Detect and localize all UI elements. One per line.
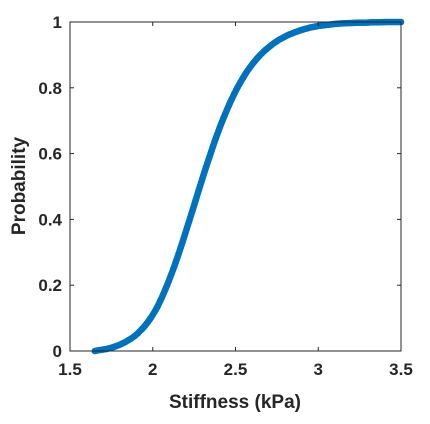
y-tick-labels: 0 0.2 0.4 0.6 0.8 1	[38, 13, 62, 361]
x-axis-label: Stiffness (kPa)	[169, 392, 301, 413]
y-axis-label: Probability	[9, 136, 30, 235]
x-tick-label: 1.5	[58, 360, 82, 379]
y-tick-label: 0.4	[38, 210, 62, 229]
x-tick-label: 2.5	[224, 360, 248, 379]
plot-frame	[69, 21, 402, 352]
y-tick-label: 0.8	[38, 79, 62, 98]
y-tick-label: 0.2	[38, 276, 62, 295]
y-tick-label: 1	[53, 13, 62, 32]
x-tick-labels: 1.5 2 2.5 3 3.5	[58, 360, 413, 379]
x-tick-label: 3	[314, 360, 323, 379]
y-tick-label: 0	[53, 342, 62, 361]
y-tick-label: 0.6	[38, 145, 62, 164]
x-tick-label: 2	[148, 360, 157, 379]
x-tick-label: 3.5	[389, 360, 413, 379]
plot-area	[70, 22, 401, 351]
